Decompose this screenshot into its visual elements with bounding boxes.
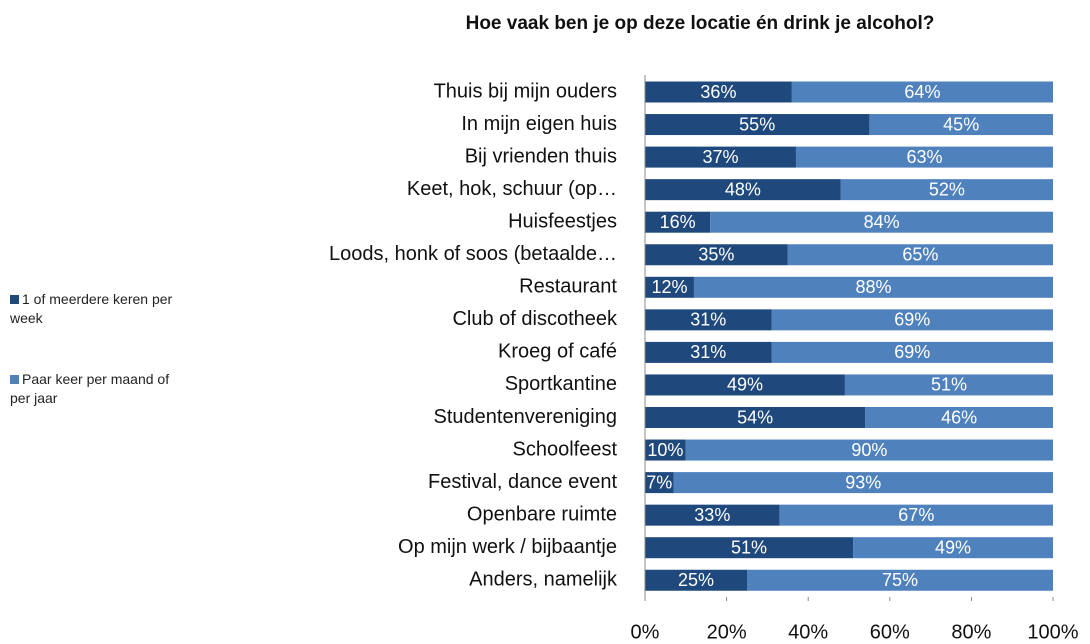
category-label: Sportkantine [505,373,617,395]
bar-segment [645,504,780,526]
bar-segment [645,81,792,103]
value-label: 93% [845,472,881,492]
value-label: 31% [690,310,726,330]
bar-segment [645,569,747,591]
category-label: Loods, honk of soos (betaalde… [329,243,617,265]
value-label: 49% [935,537,971,557]
category-label: Thuis bij mijn ouders [434,80,617,102]
category-label: Festival, dance event [428,471,617,493]
value-label: 67% [898,505,934,525]
value-label: 51% [731,537,767,557]
legend-swatch [10,375,19,384]
bar-segment [693,276,1053,298]
value-label: 25% [678,570,714,590]
value-label: 65% [902,245,938,265]
bar-segment [645,276,694,298]
value-label: 64% [904,82,940,102]
x-tick-label: 40% [788,621,828,643]
value-label: 16% [660,212,696,232]
bar-segment [645,407,866,428]
value-label: 52% [929,179,965,199]
value-label: 90% [851,440,887,460]
category-label: Bij vrienden thuis [465,145,617,167]
value-label: 12% [651,277,687,297]
bar-segment [645,146,796,168]
value-label: 55% [739,114,775,134]
bar-segment [779,504,1053,526]
bar-segment [710,211,1053,233]
bar-segment [853,537,1053,559]
bar-segment [645,211,711,233]
legend-swatch [10,295,19,304]
x-tick-label: 60% [870,621,910,643]
bar-segment [673,472,1053,494]
bar-segment [771,341,1053,363]
bar-segment [840,179,1053,201]
category-label: Schoolfeest [512,438,617,460]
category-label: Keet, hok, schuur (op… [407,178,617,200]
bar-segment [747,569,1053,591]
bar-segment [645,244,788,266]
bar-segment [844,374,1053,396]
value-label: 69% [894,310,930,330]
category-label: Op mijn werk / bijbaantje [398,536,617,558]
legend-label: Paar keer per maand of per jaar [10,371,170,406]
category-label: Kroeg of café [498,341,617,363]
value-label: 36% [700,82,736,102]
x-tick-label: 100% [1027,621,1078,643]
value-label: 35% [698,245,734,265]
category-label: In mijn eigen huis [461,113,617,135]
value-label: 37% [702,147,738,167]
category-label: Restaurant [519,276,617,298]
bar-segment [645,374,845,396]
category-label: Club of discotheek [452,308,618,330]
bar-segment [795,146,1053,168]
bar-segment [645,472,674,494]
value-label: 45% [943,114,979,134]
value-label: 33% [694,505,730,525]
x-tick-label: 80% [951,621,991,643]
bar-segment [645,179,841,201]
category-label: Huisfeestjes [508,210,617,232]
legend-entry: Paar keer per maand of per jaar [10,370,190,408]
bar-segment [645,341,772,363]
bar-segment [869,114,1053,136]
bar-segment [645,439,686,461]
x-tick-label: 20% [707,621,747,643]
value-label: 7% [646,472,672,492]
bar-segment [787,244,1053,266]
value-label: 51% [931,375,967,395]
bar-segment [685,439,1053,461]
value-label: 63% [906,147,942,167]
value-label: 49% [727,375,763,395]
category-label: Studentenvereniging [434,406,617,428]
value-label: 54% [737,407,773,427]
value-label: 48% [725,179,761,199]
category-label: Anders, namelijk [469,569,618,591]
legend-label: 1 of meerdere keren per week [10,291,173,326]
x-tick-label: 0% [631,621,660,643]
legend-entry: 1 of meerdere keren per week [10,290,190,328]
value-label: 88% [855,277,891,297]
value-label: 46% [941,407,977,427]
bar-segment [645,537,854,559]
value-label: 10% [647,440,683,460]
bar-segment [771,309,1053,331]
bar-segment [645,114,870,136]
bar-segment [791,81,1053,103]
value-label: 84% [864,212,900,232]
bar-segment [645,309,772,331]
value-label: 69% [894,342,930,362]
value-label: 75% [882,570,918,590]
chart-title: Hoe vaak ben je op deze locatie én drink… [466,13,935,34]
bar-segment [865,407,1053,428]
category-label: Openbare ruimte [467,503,617,525]
value-label: 31% [690,342,726,362]
